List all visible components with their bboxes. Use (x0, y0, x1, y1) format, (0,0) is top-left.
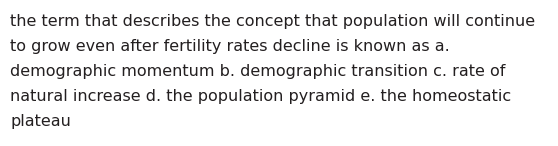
Text: the term that describes the concept that population will continue: the term that describes the concept that… (10, 14, 535, 29)
Text: to grow even after fertility rates decline is known as a.: to grow even after fertility rates decli… (10, 39, 450, 54)
Text: demographic momentum b. demographic transition c. rate of: demographic momentum b. demographic tran… (10, 64, 506, 79)
Text: plateau: plateau (10, 114, 71, 129)
Text: natural increase d. the population pyramid e. the homeostatic: natural increase d. the population pyram… (10, 89, 511, 104)
